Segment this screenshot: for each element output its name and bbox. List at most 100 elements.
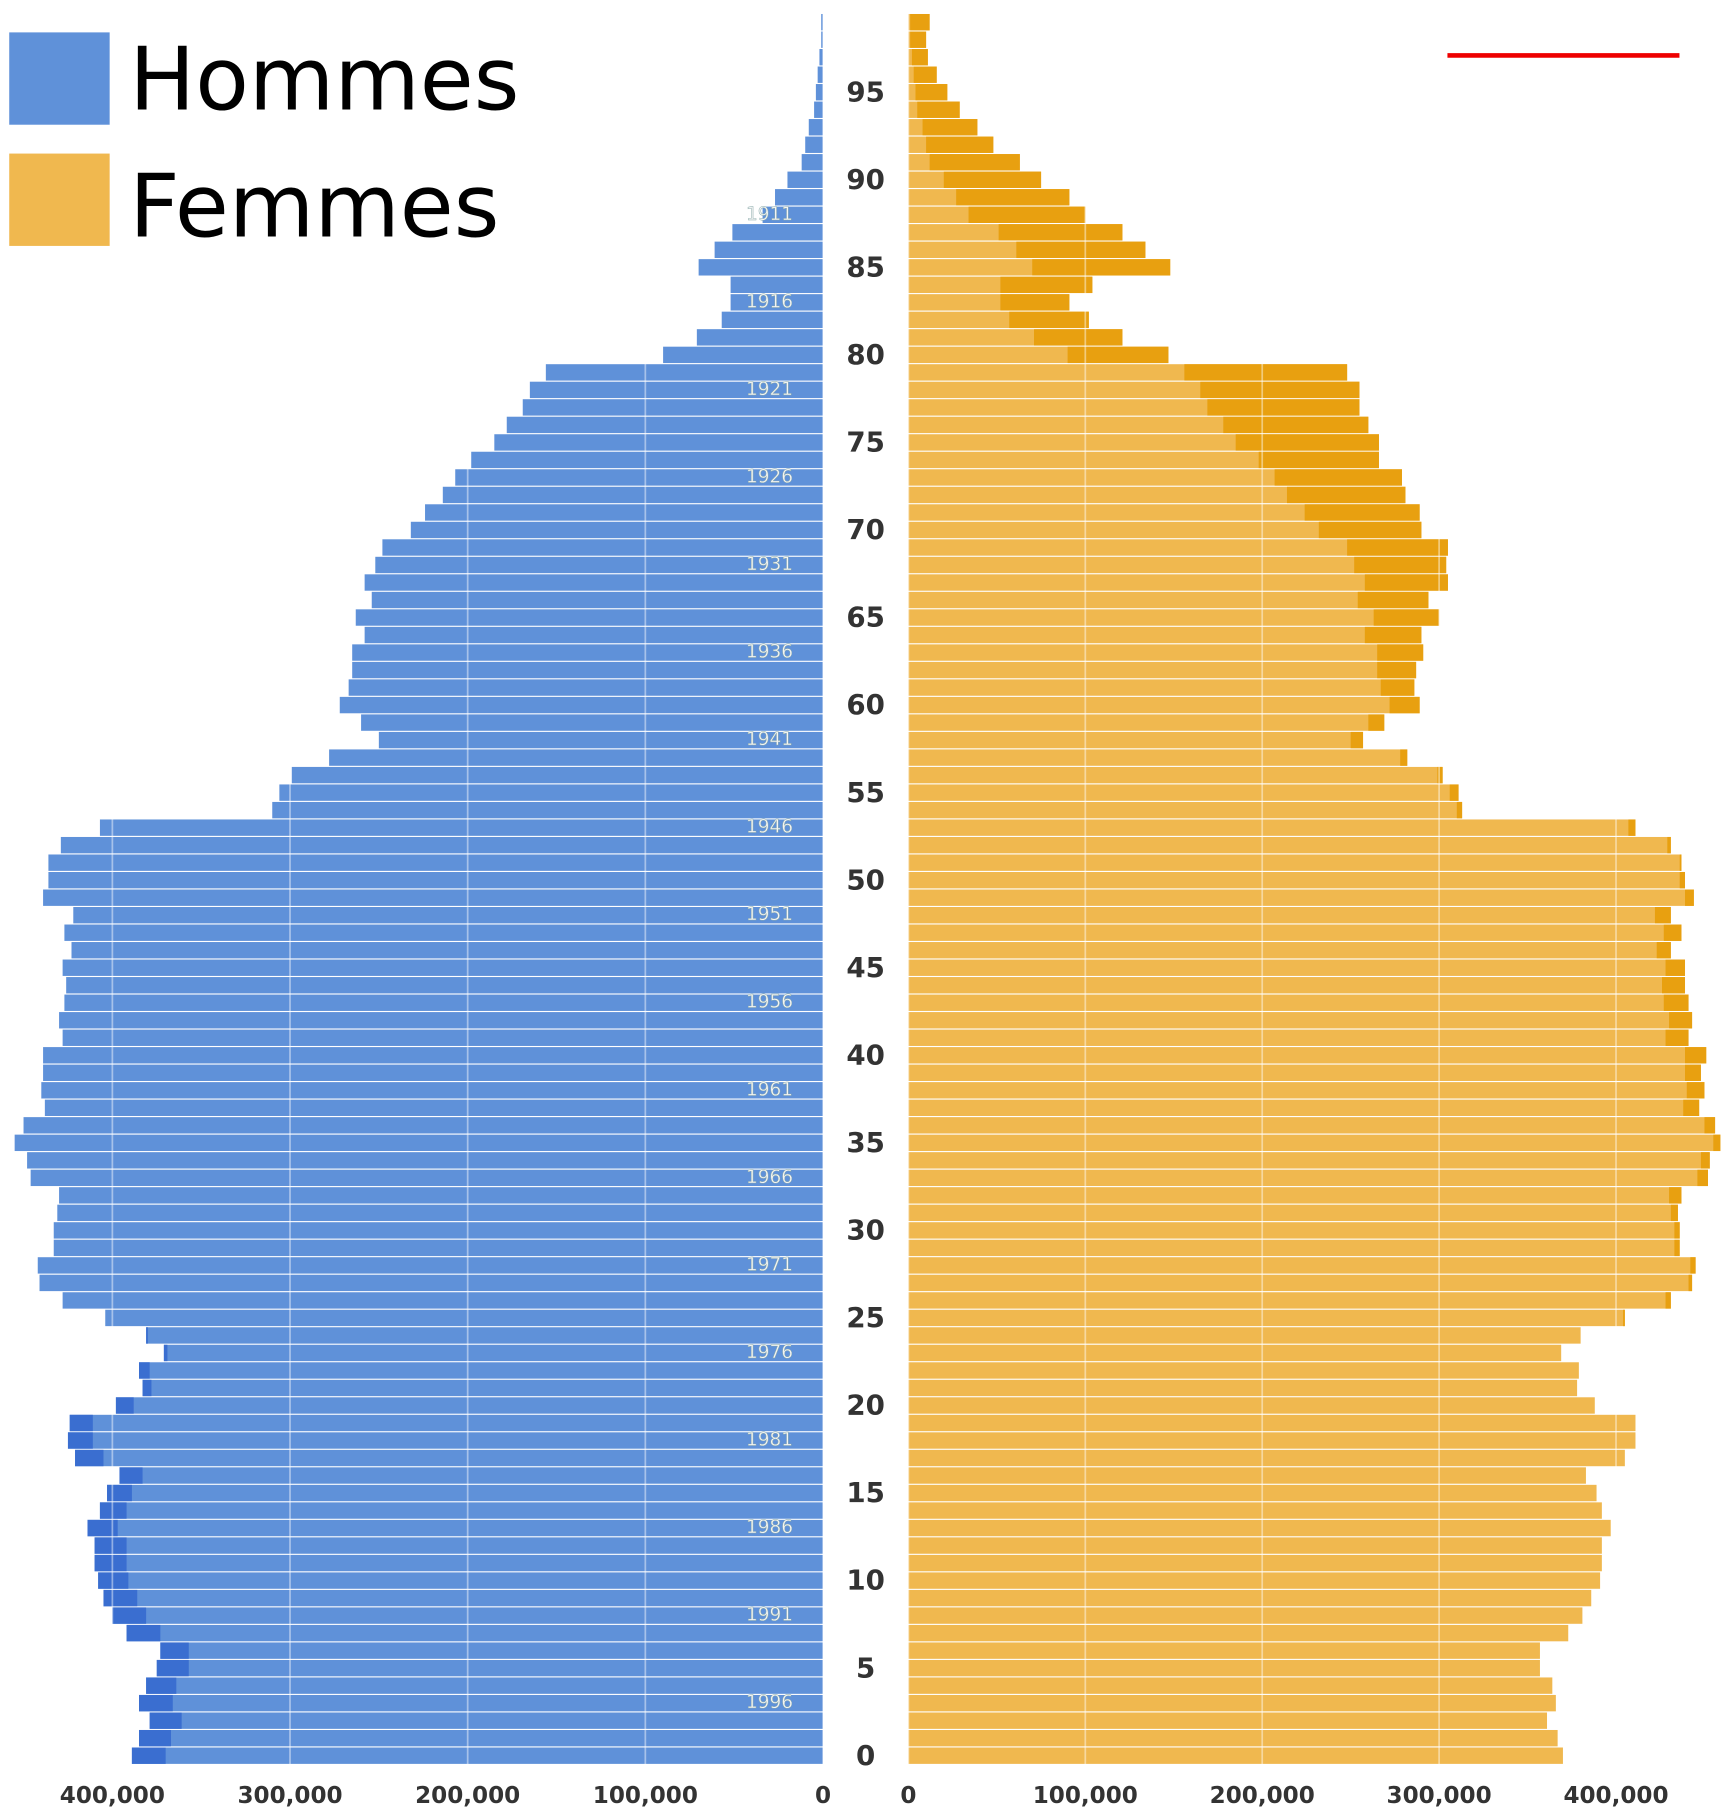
bar xyxy=(23,1117,823,1134)
excess-bar xyxy=(913,66,937,83)
bar xyxy=(908,1607,1583,1624)
excess-bar xyxy=(1685,1064,1701,1081)
excess-bar xyxy=(910,31,927,48)
bar xyxy=(908,1677,1553,1694)
bar xyxy=(371,591,823,609)
bar xyxy=(163,1344,823,1362)
bar xyxy=(30,1169,823,1187)
excess-bar xyxy=(112,1607,147,1624)
bar xyxy=(908,1414,1636,1432)
excess-bar xyxy=(956,189,1070,206)
bar xyxy=(908,1467,1586,1484)
bar xyxy=(375,556,823,574)
excess-bar xyxy=(926,136,994,153)
excess-bar xyxy=(1377,661,1417,679)
bar xyxy=(382,539,823,556)
bar xyxy=(908,1659,1540,1677)
bar xyxy=(364,574,823,591)
excess-bar xyxy=(1437,766,1443,784)
bar xyxy=(696,329,823,346)
bar xyxy=(87,1519,823,1537)
bar xyxy=(908,731,1364,749)
bar xyxy=(814,101,823,118)
bar xyxy=(279,784,823,801)
bar xyxy=(364,626,823,644)
bar xyxy=(43,889,823,906)
bar xyxy=(361,714,823,731)
excess-bar xyxy=(1347,539,1448,556)
excess-bar xyxy=(929,154,1020,171)
x-tick-label: 100,000 xyxy=(1033,1783,1138,1809)
excess-bar xyxy=(1350,731,1364,749)
excess-bar xyxy=(1207,399,1360,416)
birth-year-label: 1911 xyxy=(746,204,793,225)
legend-swatch xyxy=(9,153,110,246)
excess-bar xyxy=(139,1362,150,1379)
excess-bar xyxy=(1223,416,1369,434)
bar xyxy=(908,1747,1563,1764)
excess-bar xyxy=(1456,801,1463,819)
bar xyxy=(663,346,823,364)
bar xyxy=(821,31,823,48)
excess-bar xyxy=(156,1659,189,1677)
age-label: 75 xyxy=(846,426,885,459)
bar xyxy=(126,1624,823,1642)
x-tick-label: 0 xyxy=(900,1783,916,1809)
bar xyxy=(908,1502,1602,1519)
bar xyxy=(94,1537,823,1554)
bar xyxy=(60,836,823,854)
bar xyxy=(41,1082,823,1099)
bar xyxy=(352,644,823,661)
bar xyxy=(908,889,1694,906)
bar xyxy=(43,1047,823,1064)
bar xyxy=(908,1554,1602,1572)
age-label: 80 xyxy=(846,338,885,371)
bar xyxy=(94,1554,823,1572)
excess-bar xyxy=(1665,1029,1689,1046)
excess-bar xyxy=(1679,854,1682,871)
bar xyxy=(139,1729,823,1747)
bar xyxy=(160,1642,823,1659)
bar xyxy=(908,1694,1556,1712)
bar xyxy=(817,66,823,83)
excess-bar xyxy=(119,1467,143,1484)
bar xyxy=(146,1327,823,1344)
bar xyxy=(805,136,823,153)
bar xyxy=(908,1397,1595,1414)
age-label: 45 xyxy=(846,951,885,984)
excess-bar xyxy=(1380,679,1415,696)
bar xyxy=(908,644,1424,661)
excess-bar xyxy=(1304,504,1420,521)
excess-bar xyxy=(1067,346,1169,364)
bar xyxy=(59,1012,823,1029)
birth-year-label: 1971 xyxy=(746,1254,793,1275)
bar xyxy=(908,801,1463,819)
excess-bar xyxy=(1032,259,1171,276)
bar xyxy=(57,1204,823,1222)
bar xyxy=(75,1449,823,1467)
bar xyxy=(442,486,823,504)
bar xyxy=(908,714,1385,731)
bar xyxy=(62,1029,823,1046)
bar xyxy=(98,1572,823,1589)
bar xyxy=(146,1677,823,1694)
excess-bar xyxy=(1623,1309,1625,1327)
bar xyxy=(908,574,1448,591)
bar xyxy=(821,13,823,31)
excess-bar xyxy=(1665,959,1686,976)
excess-bar xyxy=(1685,889,1694,906)
excess-bar xyxy=(917,101,960,118)
bar xyxy=(908,609,1440,626)
excess-bar xyxy=(1258,451,1379,469)
bar xyxy=(908,1537,1602,1554)
bar xyxy=(908,994,1689,1011)
excess-bar xyxy=(146,1677,177,1694)
bar xyxy=(908,1309,1625,1327)
excess-bar xyxy=(1009,311,1089,329)
bar xyxy=(698,259,823,276)
excess-bar xyxy=(1000,294,1070,311)
age-label: 40 xyxy=(846,1038,885,1071)
bar xyxy=(355,609,823,626)
excess-bar xyxy=(107,1484,132,1502)
bar xyxy=(48,871,823,889)
